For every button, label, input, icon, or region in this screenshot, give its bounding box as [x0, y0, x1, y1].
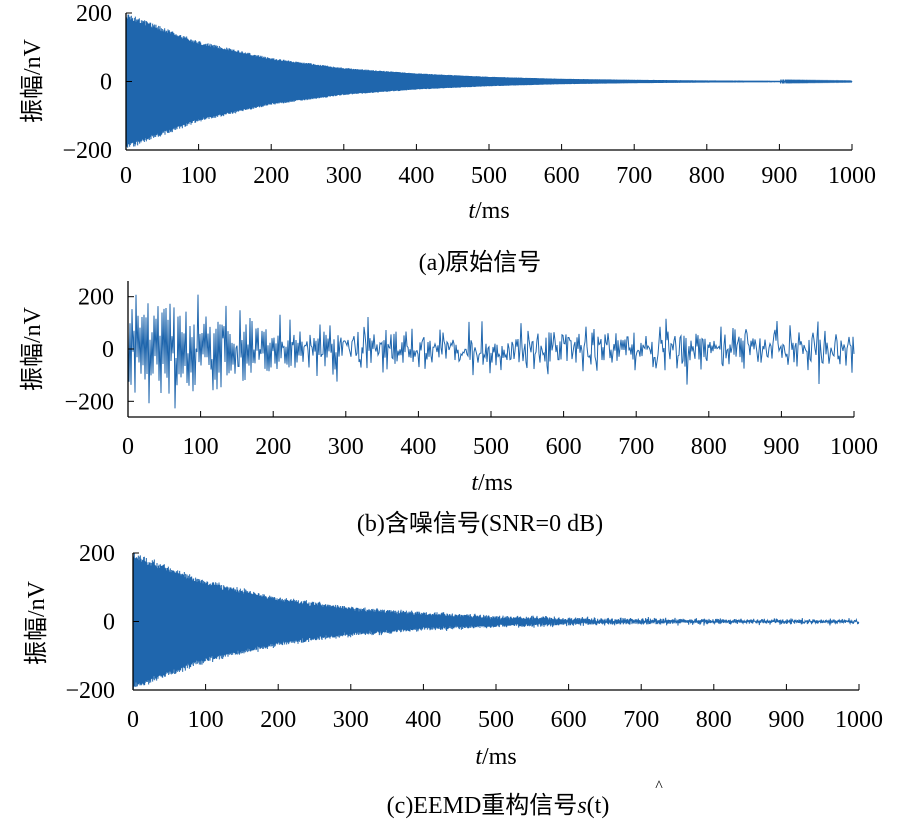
panel-c-plot: 0 100 200 300 400 500 600 700 800 900 1000 200 0 −200 [65, 541, 883, 733]
panel-c-ylabel: 振幅/nV [23, 580, 50, 665]
panel-b-xtick-label: 200 [255, 434, 291, 460]
panel-a-caption: (a)原始信号 [419, 249, 542, 276]
panel-a-xlabel-unit: /ms [475, 198, 510, 224]
panel-c-xlabel-unit: /ms [482, 744, 517, 770]
panel-c-xtick-label: 800 [696, 707, 732, 733]
panel-c-xtick-label: 500 [478, 707, 514, 733]
panel-b-ytick-label: 0 [102, 337, 114, 363]
panel-c-xtick-label: 1000 [835, 707, 883, 733]
panel-a-signal-line [125, 14, 853, 148]
panel-a-ylabel: 振幅/nV [19, 38, 46, 123]
panel-c-caption-symbol: s [577, 793, 586, 819]
panel-b-xtick-label: 1000 [830, 434, 878, 460]
panel-a-ytick-label: 0 [100, 70, 112, 96]
panel-b-xtick-label: 500 [473, 434, 509, 460]
panel-a-plot: 0 100 200 300 400 500 600 700 800 900 1000 200 0 −200 [62, 1, 876, 189]
panel-b-signal-line [127, 294, 855, 409]
panel-a-ytick-label: −200 [62, 138, 112, 164]
panel-a-xtick-label: 800 [689, 163, 725, 189]
panel-c-xtick-label: 600 [551, 707, 587, 733]
panel-b-xlabel: t/ms [471, 470, 512, 496]
panel-c-ytick-label: 200 [79, 541, 115, 567]
panel-b-ytick-label: −200 [64, 389, 114, 415]
panel-a-xtick-label: 400 [398, 163, 434, 189]
panel-a-xlabel-var: t [468, 198, 476, 224]
panel-a-xtick-label: 700 [616, 163, 652, 189]
panel-a: 振幅/nV 0 100 200 300 400 500 600 700 800 900 1000 20… [19, 1, 876, 276]
panel-c-xtick-label: 100 [188, 707, 224, 733]
panel-b-xtick-label: 0 [122, 434, 134, 460]
panel-b-xtick-label: 400 [400, 434, 436, 460]
panel-a-ytick-label: 200 [76, 1, 112, 27]
panel-a-xtick-label: 900 [761, 163, 797, 189]
panel-a-xtick-label: 200 [253, 163, 289, 189]
panel-c-xtick-label: 900 [768, 707, 804, 733]
panel-c-ytick-label: −200 [65, 678, 115, 704]
panel-b-xtick-label: 700 [618, 434, 654, 460]
panel-c-xtick-label: 0 [127, 707, 139, 733]
panel-b-caption: (b)含噪信号(SNR=0 dB) [357, 510, 603, 537]
panel-c-signal-line [132, 552, 860, 690]
panel-c-xlabel-var: t [475, 744, 483, 770]
panel-b: 振幅/nV 0 100 200 300 400 500 600 700 800 900 1000 20… [19, 281, 878, 537]
panel-a-xtick-label: 500 [471, 163, 507, 189]
panel-c-caption-text: (c)EEMD重构信号 [387, 792, 578, 819]
panel-b-xtick-label: 300 [328, 434, 364, 460]
panel-c-xtick-label: 300 [333, 707, 369, 733]
panel-a-xlabel: t/ms [468, 198, 509, 224]
panel-b-plot: 0 100 200 300 400 500 600 700 800 900 1000 200 0 −200 [64, 281, 878, 460]
panel-c-hat-mark: ^ [655, 778, 663, 795]
panel-b-ylabel: 振幅/nV [19, 306, 46, 391]
panel-a-xtick-label: 100 [181, 163, 217, 189]
panel-a-xtick-label: 1000 [828, 163, 876, 189]
panel-b-xtick-label: 900 [763, 434, 799, 460]
panel-a-xtick-label: 0 [120, 163, 132, 189]
panel-c-xtick-label: 400 [405, 707, 441, 733]
panel-b-xtick-label: 800 [691, 434, 727, 460]
panel-a-xtick-label: 600 [544, 163, 580, 189]
panel-c-ytick-label: 0 [103, 610, 115, 636]
panel-b-xtick-label: 100 [183, 434, 219, 460]
panel-c-xtick-label: 700 [623, 707, 659, 733]
panel-b-xlabel-var: t [471, 470, 479, 496]
panel-c: 振幅/nV 0 100 200 300 400 500 600 700 800 900 1000 20… [23, 541, 883, 819]
panel-c-xlabel: t/ms [475, 744, 516, 770]
panel-b-xlabel-unit: /ms [478, 470, 513, 496]
panel-a-xtick-label: 300 [326, 163, 362, 189]
panel-b-ytick-label: 200 [78, 285, 114, 311]
panel-c-caption: (c)EEMD重构信号s(t) [387, 792, 610, 819]
panel-b-xtick-label: 600 [546, 434, 582, 460]
panel-c-xtick-label: 200 [260, 707, 296, 733]
panel-c-caption-arg: (t) [587, 793, 610, 819]
